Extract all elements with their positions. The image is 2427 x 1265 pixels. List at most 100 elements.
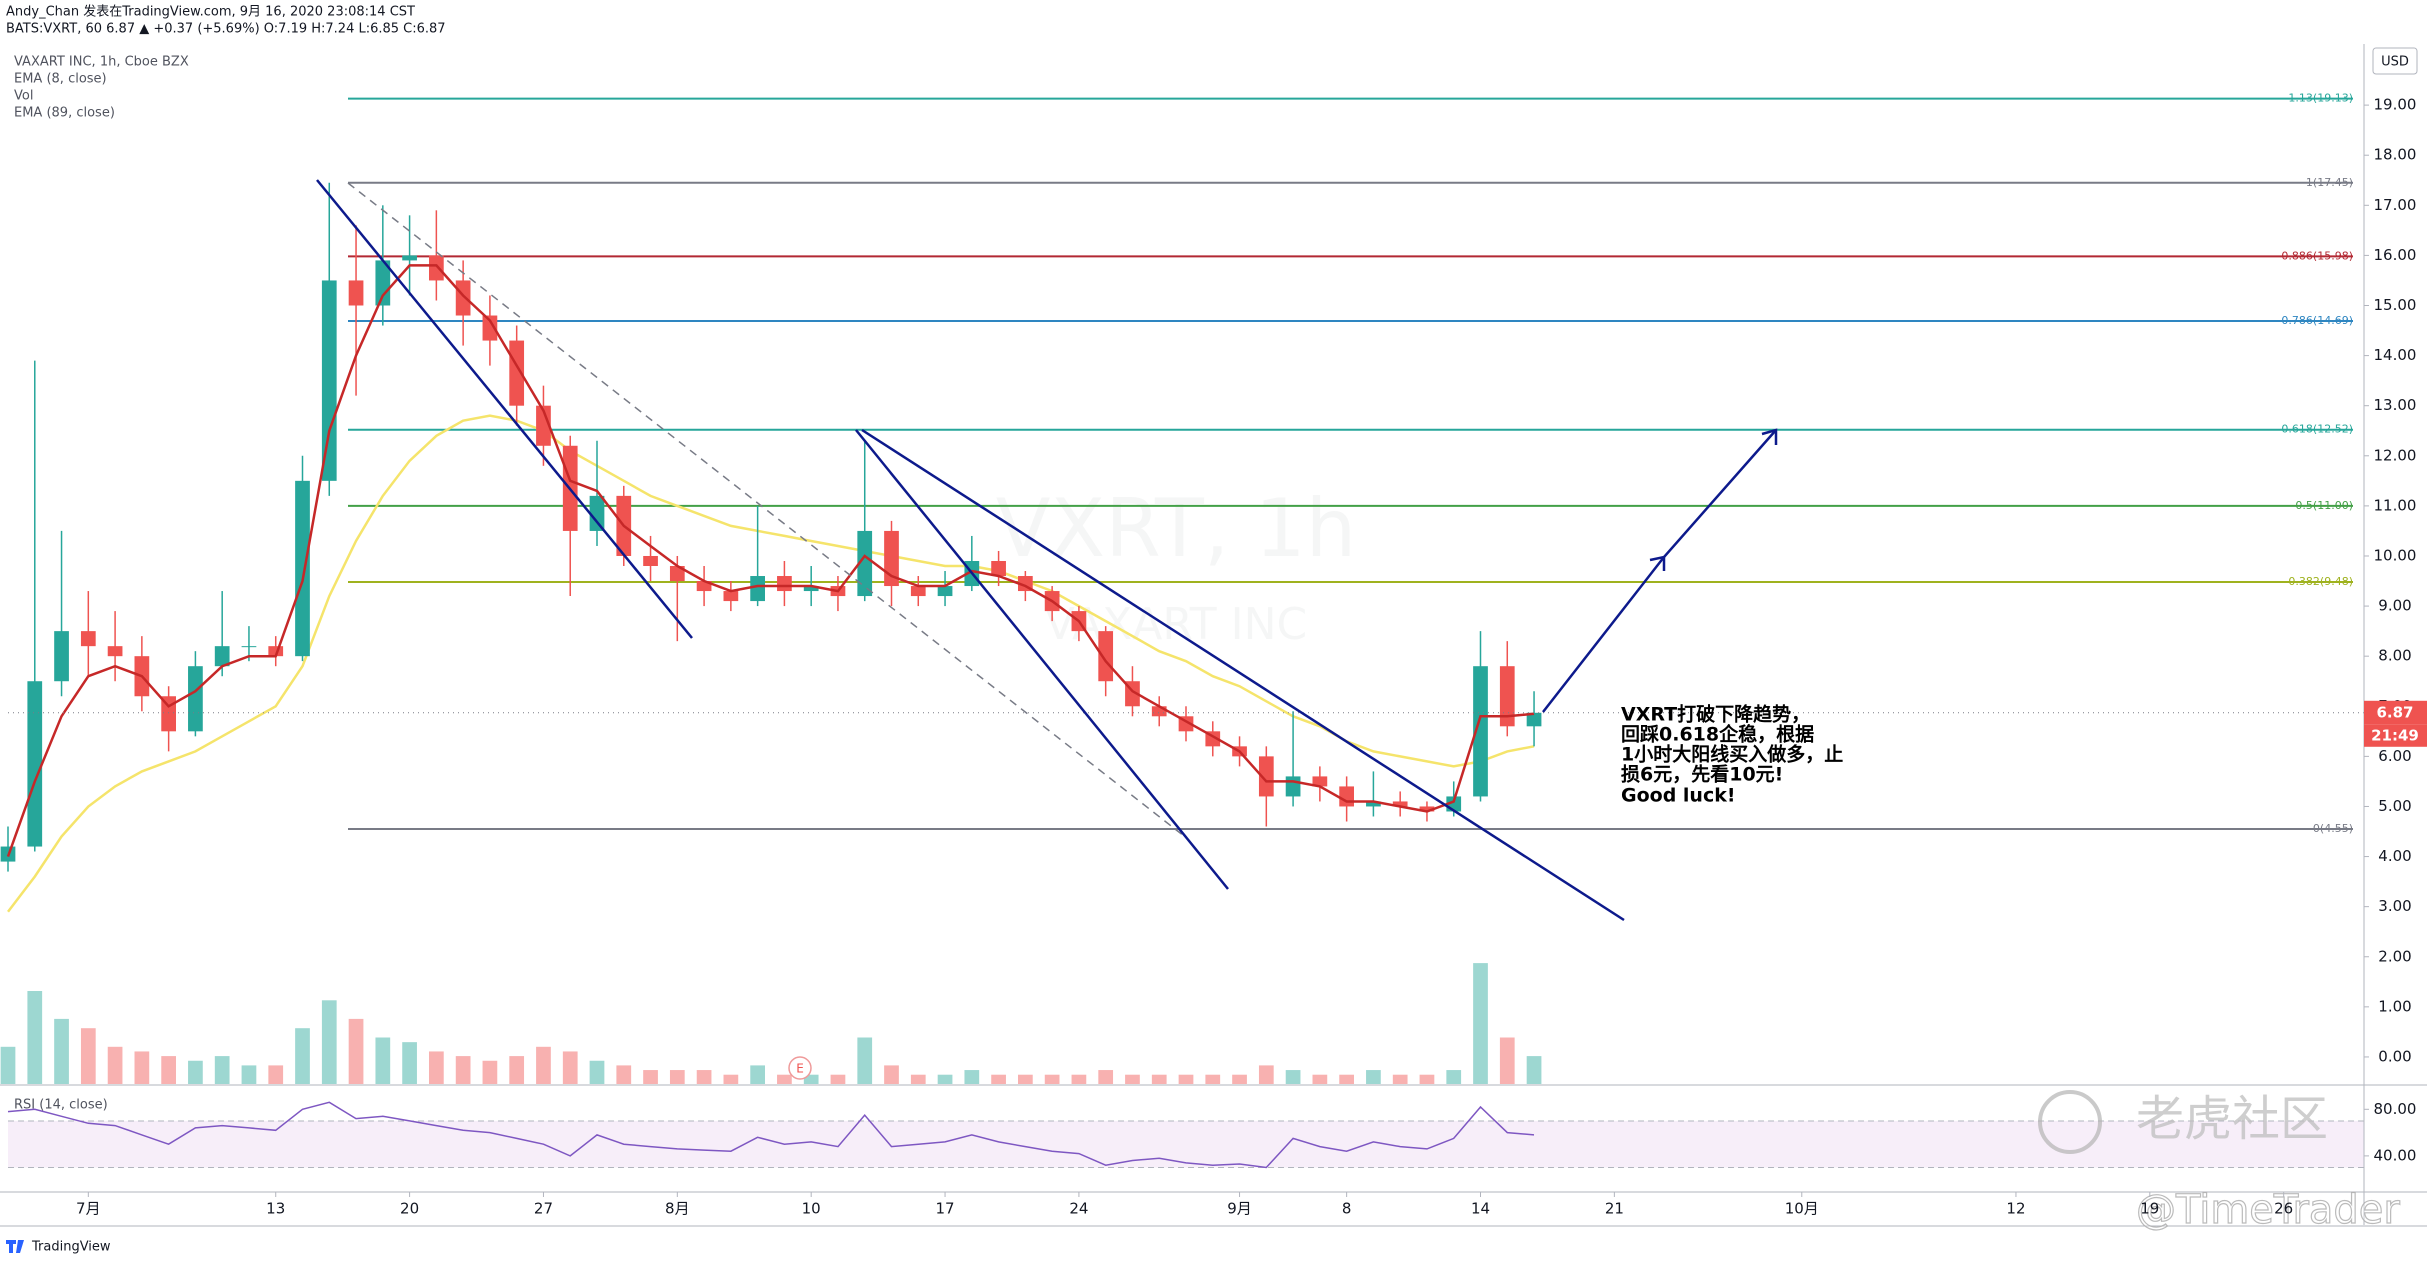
rsi-tick-label: 40.00 [2374,1146,2417,1164]
x-tick-label: 10月 [1785,1200,1819,1218]
volume-bar [1044,1074,1060,1084]
volume-bar [964,1070,980,1084]
volume-bar [1125,1074,1140,1084]
ema8-line [6,264,1535,858]
quote-line: BATS:VXRT, 60 6.87 ▲ +0.37 (+5.69%) O:7.… [6,22,446,37]
x-tick-label: 7月 [76,1200,101,1218]
volume-bar [321,1000,337,1084]
candle-body [991,560,1006,577]
volume-bar [1312,1074,1328,1084]
candle-body [241,646,257,648]
x-tick-label: 17 [935,1200,954,1218]
brand-logo [6,1240,24,1253]
volume-bar [857,1037,873,1084]
countdown-box [2364,724,2427,747]
volume-bar [669,1070,685,1084]
volume-bar [1232,1074,1247,1084]
x-tick-label: 12 [2006,1200,2025,1218]
volume-bar [54,1018,69,1084]
volume-bar [1339,1074,1354,1084]
y-tick-label: 4.00 [2378,847,2411,865]
y-tick-label: 16.00 [2374,246,2417,264]
candle-body [295,480,310,657]
candle-body [348,280,364,306]
volume-bar [482,1060,498,1084]
x-tick-label: 8月 [665,1200,690,1218]
candle-body [1151,706,1167,717]
candle-body [1392,801,1408,807]
volume-bar [1419,1074,1435,1084]
y-tick-label: 12.00 [2374,446,2417,464]
volume-bar [1392,1074,1408,1084]
candle-body [803,586,819,592]
volume-bar [161,1056,176,1084]
watermark-name: VAXART INC [1045,599,1307,650]
fib-label: 1(17.45) [2306,176,2353,189]
candle-body [402,255,417,261]
watermark-symbol: VXRT, 1h [996,482,1357,575]
community-watermark: 老虎社区 [2136,1091,2328,1147]
volume-bar [0,1046,16,1084]
volume-bar [803,1074,819,1084]
volume-bar [536,1046,551,1084]
y-tick-label: 2.00 [2378,947,2411,965]
dashed-trendline [347,182,1185,837]
rsi-tick-label: 80.00 [2374,1100,2417,1118]
y-tick-label: 17.00 [2374,196,2417,214]
trendline [861,428,1625,922]
volume-bar [27,991,43,1084]
volume-bar [616,1065,632,1084]
candle-body [1366,801,1381,807]
volume-bar [562,1051,578,1084]
annotation-line: 回踩0.618企稳，根据 [1621,723,1814,746]
candle-body [1098,631,1114,682]
volume-bar [589,1060,605,1084]
candle-body [723,591,739,602]
volume-bar [134,1051,150,1084]
legend-symbol: VAXART INC, 1h, Cboe BZX [14,55,189,70]
y-tick-label: 1.00 [2378,997,2411,1015]
currency-box[interactable] [2372,47,2418,75]
volume-bar [1258,1065,1274,1084]
candle-body [1473,666,1488,797]
volume-bar [723,1074,739,1084]
candle-body [509,340,525,406]
y-tick-label: 5.00 [2378,797,2411,815]
x-tick-label: 10 [802,1200,821,1218]
candle-body [1312,776,1328,787]
volume-bar [241,1065,257,1084]
candle-body [375,260,391,306]
x-tick-label: 24 [1069,1200,1088,1218]
y-tick-label: 10.00 [2374,546,2417,564]
legend-ema89: EMA (89, close) [14,106,115,121]
y-tick-label: 3.00 [2378,897,2411,915]
candle-body [80,631,96,647]
volume-bar [777,1074,792,1084]
candle-body [857,530,873,597]
earnings-marker[interactable] [788,1056,812,1080]
volume-bar [455,1056,471,1084]
candle-body [107,646,123,657]
fib-label: 0.382(9.48) [2288,575,2353,588]
candle-body [54,631,69,682]
marks-layer [0,182,2364,1169]
candle-body [188,666,203,732]
x-tick-label: 20 [400,1200,419,1218]
candle-body [1339,786,1354,807]
countdown-label: 21:49 [2371,726,2419,744]
volume-bar [937,1074,953,1084]
volume-bar [1446,1070,1462,1084]
annotation-line: 1小时大阳线买入做多，止 [1621,743,1843,766]
volume-bar [429,1051,444,1084]
candle-body [643,555,658,567]
volume-bar [1526,1056,1542,1084]
last-price-box [2364,700,2427,725]
candle-body [669,566,685,582]
volume-bar [188,1060,203,1084]
volume-bar [1098,1070,1114,1084]
volume-bar [1473,963,1488,1084]
annotation-line: Good luck! [1621,785,1736,807]
volume-bar [1018,1074,1033,1084]
